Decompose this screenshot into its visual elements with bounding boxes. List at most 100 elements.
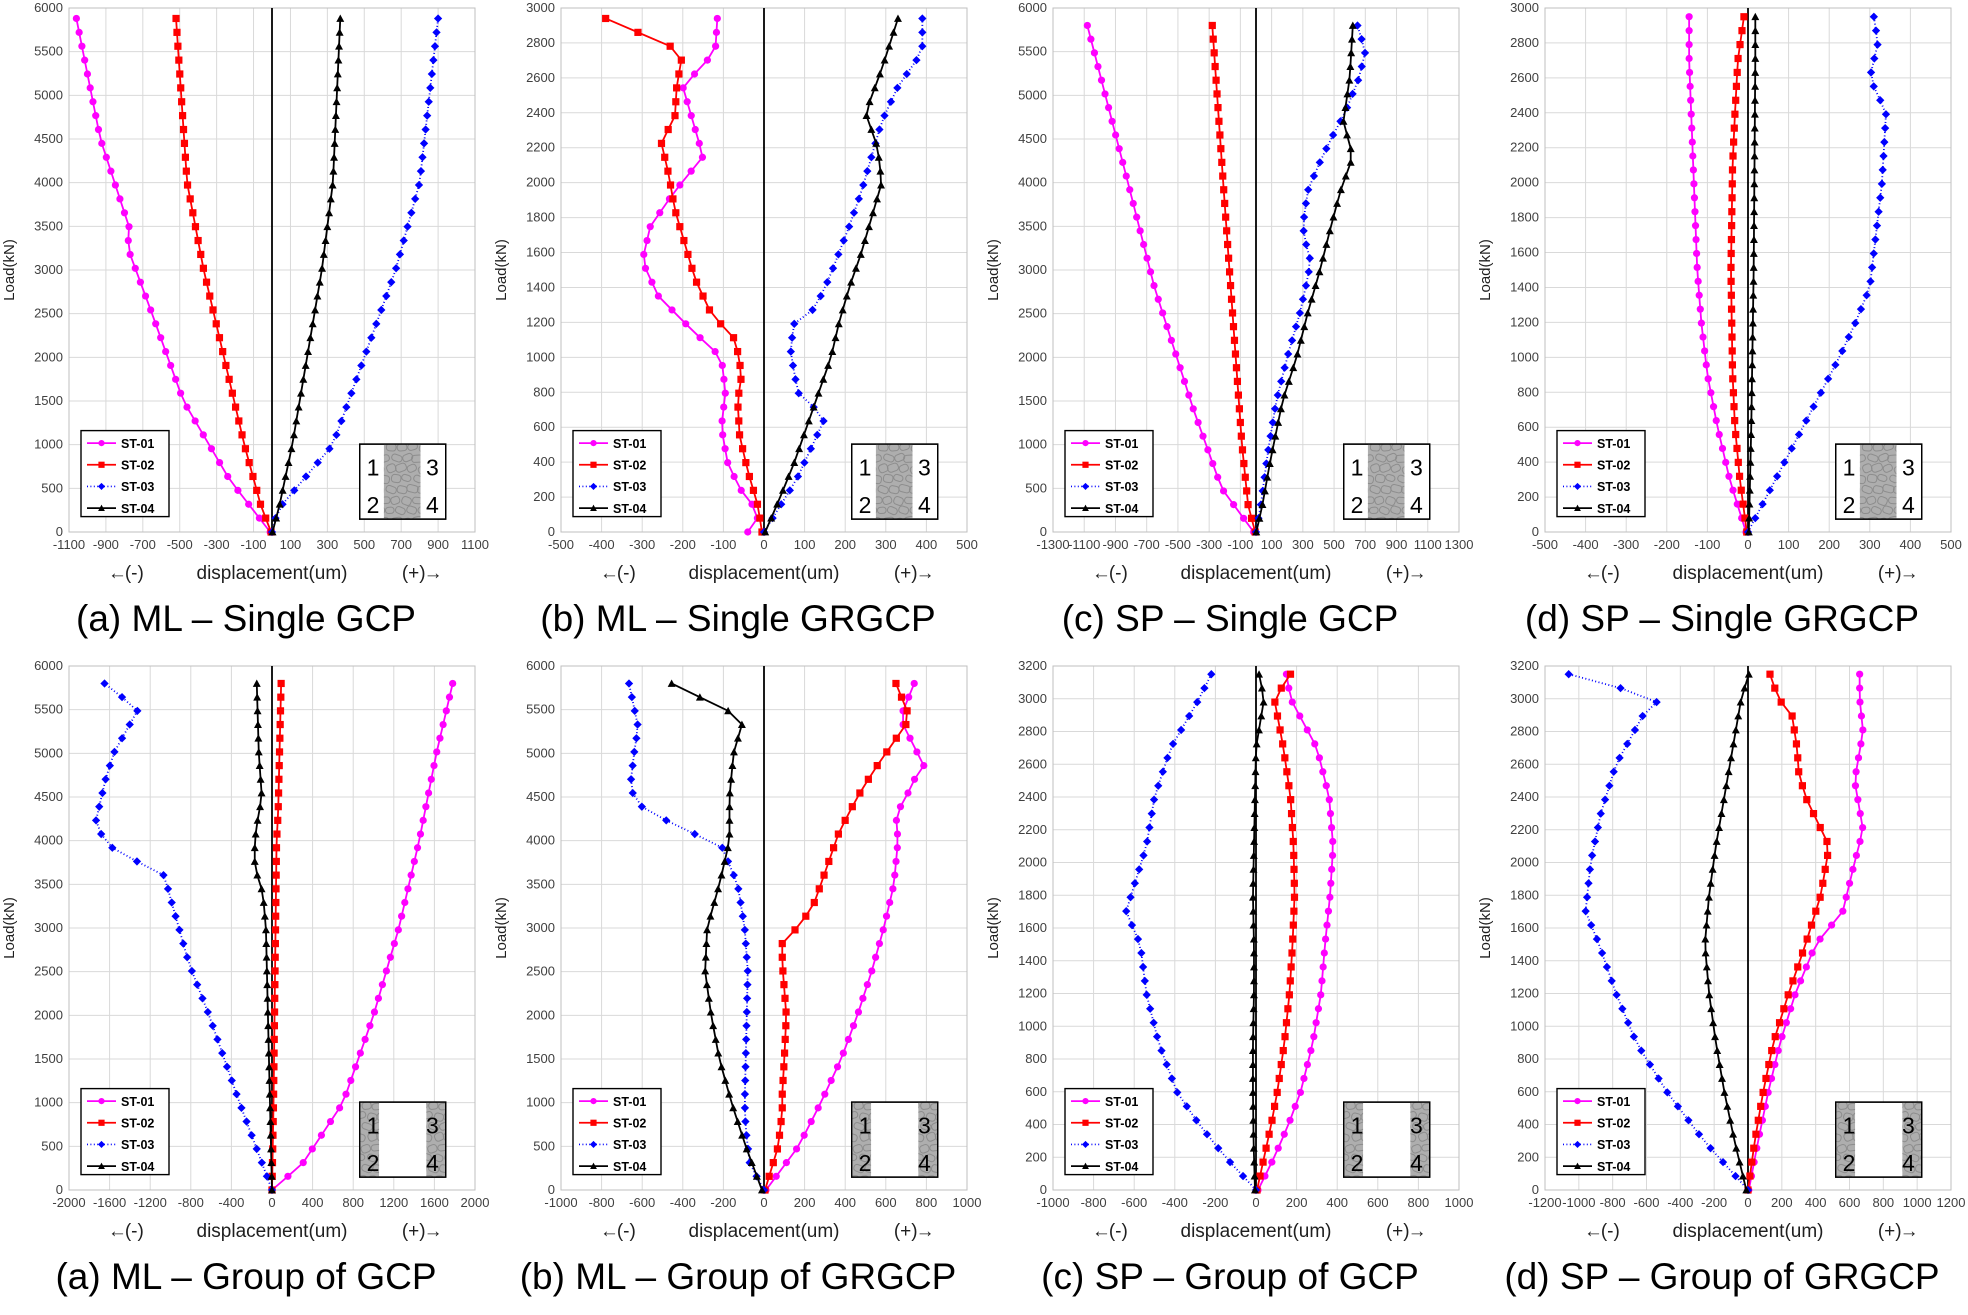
svg-text:3: 3 [918, 1112, 931, 1138]
svg-text:1000: 1000 [34, 437, 63, 452]
svg-text:2600: 2600 [526, 70, 555, 85]
svg-text:1500: 1500 [34, 1051, 63, 1066]
svg-text:600: 600 [533, 419, 555, 434]
svg-text:ST-02: ST-02 [1597, 1116, 1630, 1130]
svg-text:1000: 1000 [526, 1094, 555, 1109]
svg-text:-100: -100 [1227, 537, 1253, 552]
svg-text:Load(kN): Load(kN) [493, 239, 510, 301]
svg-text:200: 200 [533, 489, 555, 504]
svg-text:-800: -800 [178, 1195, 204, 1210]
svg-text:-600: -600 [629, 1195, 655, 1210]
svg-text:0: 0 [1252, 1195, 1259, 1210]
svg-text:Load(kN): Load(kN) [1477, 239, 1494, 301]
svg-text:-400: -400 [1162, 1195, 1188, 1210]
svg-text:ST-02: ST-02 [1597, 458, 1630, 472]
svg-text:-400: -400 [218, 1195, 244, 1210]
svg-text:2600: 2600 [1510, 70, 1539, 85]
svg-text:1000: 1000 [1018, 1018, 1047, 1033]
svg-text:-500: -500 [1165, 537, 1191, 552]
svg-text:1400: 1400 [1018, 952, 1047, 967]
svg-text:-600: -600 [1633, 1195, 1659, 1210]
svg-text:500: 500 [1940, 537, 1962, 552]
svg-text:1000: 1000 [1445, 1195, 1474, 1210]
svg-text:3: 3 [1902, 1112, 1915, 1138]
svg-text:2: 2 [1843, 492, 1856, 518]
svg-text:ST-03: ST-03 [613, 480, 646, 494]
svg-text:3500: 3500 [1018, 218, 1047, 233]
svg-text:1200: 1200 [1018, 985, 1047, 1000]
svg-text:1300: 1300 [1445, 537, 1474, 552]
svg-text:400: 400 [1025, 1116, 1047, 1131]
svg-text:800: 800 [342, 1195, 364, 1210]
svg-text:←(-): ←(-) [1584, 1221, 1620, 1242]
svg-text:0: 0 [548, 1182, 555, 1197]
svg-text:1600: 1600 [1510, 245, 1539, 260]
svg-text:(b) ML – Single GRGCP: (b) ML – Single GRGCP [540, 598, 935, 639]
svg-text:3: 3 [1410, 455, 1423, 481]
svg-text:-500: -500 [548, 537, 574, 552]
svg-text:3200: 3200 [1510, 658, 1539, 673]
svg-text:6000: 6000 [34, 658, 63, 673]
svg-text:500: 500 [353, 537, 375, 552]
svg-text:(b) ML – Group of GRGCP: (b) ML – Group of GRGCP [520, 1256, 957, 1297]
svg-text:(+)→: (+)→ [1878, 1221, 1919, 1242]
svg-text:800: 800 [533, 384, 555, 399]
svg-text:4000: 4000 [1018, 175, 1047, 190]
svg-text:100: 100 [1261, 537, 1283, 552]
svg-text:0: 0 [760, 537, 767, 552]
svg-text:1400: 1400 [1510, 952, 1539, 967]
svg-text:1200: 1200 [379, 1195, 408, 1210]
svg-text:-1600: -1600 [93, 1195, 126, 1210]
svg-text:←(-): ←(-) [108, 563, 144, 584]
svg-text:2000: 2000 [1510, 854, 1539, 869]
svg-text:100: 100 [794, 537, 816, 552]
svg-text:0: 0 [1040, 524, 1047, 539]
svg-text:2: 2 [367, 492, 380, 518]
svg-text:-1200: -1200 [1528, 1195, 1561, 1210]
svg-text:4000: 4000 [34, 832, 63, 847]
svg-text:ST-01: ST-01 [613, 437, 646, 451]
svg-text:3000: 3000 [1018, 690, 1047, 705]
svg-text:5000: 5000 [1018, 87, 1047, 102]
svg-text:6000: 6000 [34, 0, 63, 15]
svg-text:ST-04: ST-04 [613, 502, 646, 516]
svg-text:1000: 1000 [34, 1094, 63, 1109]
svg-text:-700: -700 [130, 537, 156, 552]
svg-text:-100: -100 [710, 537, 736, 552]
svg-text:ST-04: ST-04 [121, 1159, 154, 1173]
svg-text:-800: -800 [589, 1195, 615, 1210]
svg-text:4: 4 [426, 1150, 439, 1176]
svg-text:←(-): ←(-) [1584, 563, 1620, 584]
svg-text:ST-01: ST-01 [1597, 437, 1630, 451]
svg-text:-1000: -1000 [1036, 1195, 1069, 1210]
svg-text:-1200: -1200 [134, 1195, 167, 1210]
svg-text:displacement(um): displacement(um) [1673, 1221, 1824, 1242]
svg-text:ST-04: ST-04 [1597, 502, 1630, 516]
svg-text:800: 800 [1517, 1051, 1539, 1066]
svg-text:2500: 2500 [34, 306, 63, 321]
svg-text:0: 0 [1744, 537, 1751, 552]
svg-text:-300: -300 [1613, 537, 1639, 552]
svg-text:3000: 3000 [526, 920, 555, 935]
svg-text:400: 400 [1900, 537, 1922, 552]
svg-text:(c) SP – Single GCP: (c) SP – Single GCP [1062, 598, 1399, 639]
svg-text:800: 800 [916, 1195, 938, 1210]
svg-text:ST-01: ST-01 [121, 437, 154, 451]
svg-text:(+)→: (+)→ [894, 563, 935, 584]
svg-text:2: 2 [1351, 492, 1364, 518]
svg-text:←(-): ←(-) [600, 563, 636, 584]
svg-text:3500: 3500 [34, 876, 63, 891]
svg-text:1: 1 [1843, 1112, 1856, 1138]
svg-text:1500: 1500 [526, 1051, 555, 1066]
svg-text:800: 800 [1517, 384, 1539, 399]
svg-text:ST-04: ST-04 [1597, 1159, 1630, 1173]
svg-text:2800: 2800 [1018, 723, 1047, 738]
svg-text:-1000: -1000 [544, 1195, 577, 1210]
svg-text:0: 0 [56, 1182, 63, 1197]
svg-text:5000: 5000 [526, 745, 555, 760]
svg-text:2: 2 [367, 1150, 380, 1176]
svg-text:400: 400 [533, 454, 555, 469]
svg-text:3500: 3500 [34, 218, 63, 233]
svg-text:200: 200 [1517, 1149, 1539, 1164]
svg-text:5500: 5500 [526, 701, 555, 716]
